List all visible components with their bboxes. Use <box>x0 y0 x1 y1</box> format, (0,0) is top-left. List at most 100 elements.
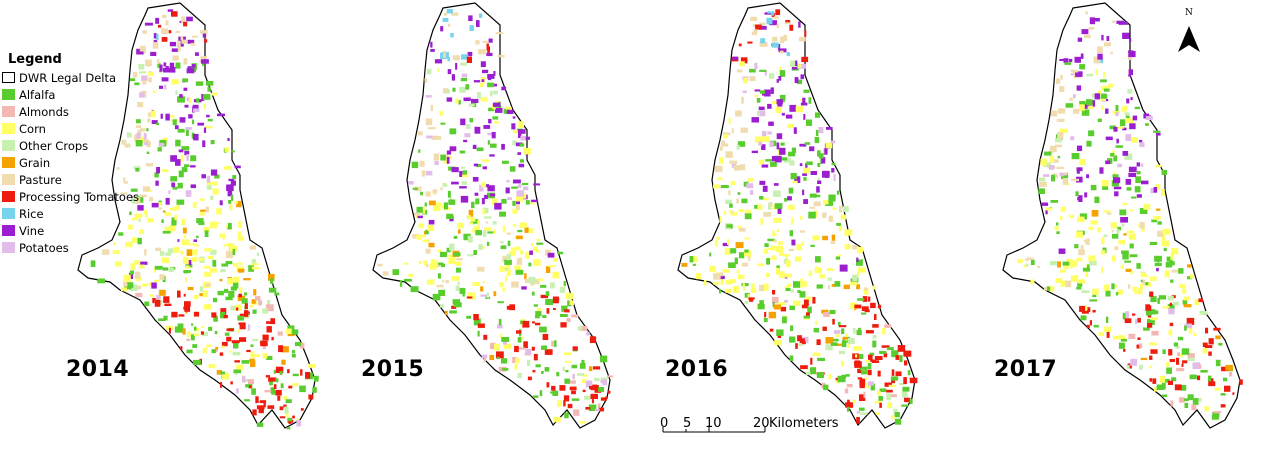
parcel-almonds <box>1213 411 1222 414</box>
parcel-vine <box>505 187 510 194</box>
parcel-corn <box>239 287 243 293</box>
parcel-corn <box>713 281 719 285</box>
parcel-alfalfa <box>501 199 507 204</box>
parcel-vine <box>468 15 473 21</box>
parcel-vine <box>155 17 160 24</box>
parcel-other-crops <box>455 285 460 292</box>
parcel-alfalfa <box>217 290 224 296</box>
parcel-vine <box>751 117 759 123</box>
parcel-grain <box>1091 210 1099 217</box>
parcel-corn <box>185 277 188 282</box>
parcel-corn <box>1153 387 1158 392</box>
parcel-vine <box>1058 248 1066 254</box>
parcel-corn <box>448 258 456 264</box>
parcel-pasture <box>532 279 540 285</box>
parcel-pasture <box>1057 132 1064 139</box>
parcel-alfalfa <box>556 371 560 377</box>
parcel-grain <box>1215 335 1221 340</box>
parcel-pasture <box>1060 74 1063 80</box>
parcel-vine <box>856 257 859 262</box>
parcel-alfalfa <box>135 140 143 147</box>
parcel-processing-tomatoes <box>582 389 586 393</box>
parcel-alfalfa <box>1146 310 1152 316</box>
parcel-potatoes <box>746 183 754 189</box>
parcel-vine <box>446 150 452 155</box>
parcel-pasture <box>1053 174 1058 178</box>
parcel-almonds <box>863 391 866 398</box>
parcel-alfalfa <box>1086 140 1092 147</box>
parcel-potatoes <box>516 190 524 197</box>
parcel-vine <box>839 264 848 272</box>
parcel-vine <box>153 33 157 39</box>
parcel-alfalfa <box>515 269 524 275</box>
parcel-vine <box>799 143 807 147</box>
parcel-grain <box>545 266 551 273</box>
parcel-corn <box>1170 257 1174 261</box>
parcel-alfalfa <box>772 301 775 308</box>
parcel-corn <box>736 269 740 274</box>
parcel-vine <box>493 71 496 76</box>
parcel-other-crops <box>138 64 145 70</box>
parcel-alfalfa <box>1134 106 1140 110</box>
parcel-corn <box>470 217 476 222</box>
parcel-alfalfa <box>162 230 171 234</box>
parcel-corn <box>164 226 172 234</box>
parcel-corn <box>579 421 587 424</box>
parcel-corn <box>208 255 214 260</box>
parcel-potatoes <box>1141 163 1144 167</box>
parcel-vine <box>203 127 207 133</box>
parcel-alfalfa <box>186 129 189 137</box>
parcel-alfalfa <box>815 129 819 137</box>
parcel-processing-tomatoes <box>273 384 277 389</box>
parcel-corn <box>441 204 444 209</box>
delta-boundary <box>677 2 916 429</box>
parcel-vine <box>174 125 179 130</box>
parcel-pasture <box>763 211 772 217</box>
legend-item-vine: Vine <box>2 222 142 239</box>
crop-parcels <box>681 9 918 425</box>
parcel-processing-tomatoes <box>870 302 876 309</box>
parcel-alfalfa <box>499 211 506 217</box>
parcel-other-crops <box>577 373 584 376</box>
parcel-grain <box>1187 264 1192 268</box>
parcel-vine <box>1129 123 1136 130</box>
parcel-alfalfa <box>270 278 274 284</box>
parcel-processing-tomatoes <box>552 296 559 304</box>
parcel-other-crops <box>600 377 608 380</box>
parcel-potatoes <box>856 411 860 414</box>
parcel-processing-tomatoes <box>204 39 208 43</box>
parcel-pasture <box>134 285 142 290</box>
parcel-vine <box>202 140 206 148</box>
parcel-pasture <box>414 212 421 216</box>
parcel-processing-tomatoes <box>226 328 234 332</box>
parcel-pasture <box>136 125 141 128</box>
parcel-pasture <box>1142 279 1146 285</box>
parcel-pasture <box>427 127 436 130</box>
parcel-processing-tomatoes <box>244 303 248 310</box>
parcel-corn <box>1076 257 1083 262</box>
parcel-pasture <box>771 36 778 42</box>
parcel-alfalfa <box>1157 221 1162 225</box>
parcel-corn <box>737 225 743 229</box>
parcel-potatoes <box>185 190 192 197</box>
parcel-alfalfa <box>803 315 811 319</box>
parcel-potatoes <box>818 127 824 134</box>
parcel-corn <box>553 416 561 423</box>
parcel-almonds <box>490 342 496 350</box>
parcel-processing-tomatoes <box>234 360 240 363</box>
parcel-corn <box>758 159 765 165</box>
parcel-alfalfa <box>498 318 502 326</box>
parcel-alfalfa <box>779 157 788 161</box>
parcel-corn <box>224 166 232 170</box>
parcel-vine <box>171 182 175 188</box>
parcel-corn <box>847 341 851 348</box>
parcel-pasture <box>148 112 152 118</box>
parcel-corn <box>1097 90 1102 95</box>
parcel-potatoes <box>206 175 211 183</box>
parcel-processing-tomatoes <box>1213 327 1221 331</box>
parcel-potatoes <box>479 184 484 192</box>
parcel-vine <box>200 59 209 64</box>
parcel-corn <box>840 360 845 367</box>
parcel-vine <box>210 169 218 176</box>
parcel-almonds <box>571 314 579 318</box>
